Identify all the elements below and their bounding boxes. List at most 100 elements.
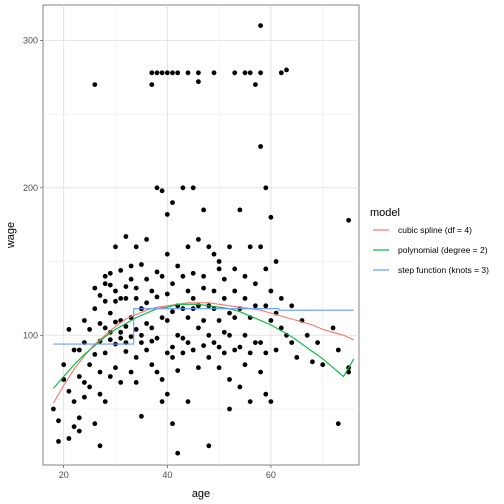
x-tick-label: 20 <box>59 470 69 480</box>
data-point <box>97 391 103 397</box>
data-point <box>56 439 61 444</box>
data-point <box>149 325 155 331</box>
data-point <box>289 340 295 345</box>
data-point <box>315 340 320 345</box>
data-point <box>175 332 181 338</box>
data-point <box>201 318 207 323</box>
data-point <box>242 273 248 279</box>
data-point <box>133 244 139 250</box>
data-point <box>107 270 113 276</box>
scatter-points <box>51 23 351 456</box>
data-point <box>154 335 160 341</box>
data-point <box>123 234 129 239</box>
data-point <box>128 334 134 340</box>
data-point <box>201 343 207 348</box>
data-point <box>242 332 248 338</box>
data-point <box>113 244 118 250</box>
data-point <box>144 300 150 306</box>
data-point <box>164 318 170 323</box>
legend-label: step function (knots = 3) <box>398 265 489 275</box>
y-tick-label: 100 <box>23 330 38 340</box>
data-point <box>149 82 155 87</box>
data-point <box>253 82 258 87</box>
data-point <box>330 325 336 331</box>
data-point <box>144 347 150 353</box>
data-point <box>216 344 222 350</box>
data-point <box>133 296 139 301</box>
data-point <box>170 281 175 287</box>
data-point <box>139 340 144 345</box>
data-point <box>196 365 201 371</box>
data-point <box>247 350 253 356</box>
data-point <box>92 421 98 427</box>
data-point <box>133 285 139 291</box>
data-point <box>66 436 72 441</box>
data-point <box>71 424 77 430</box>
data-point <box>113 365 118 371</box>
y-tick-label: 300 <box>23 35 38 45</box>
data-point <box>92 352 98 357</box>
data-point <box>211 288 217 294</box>
data-point <box>144 237 150 242</box>
data-point <box>201 273 207 279</box>
data-point <box>170 70 175 76</box>
data-point <box>247 70 253 76</box>
data-point <box>346 369 351 375</box>
data-point <box>320 362 326 368</box>
data-point <box>56 418 61 424</box>
data-point <box>82 380 87 385</box>
data-point <box>237 344 243 350</box>
x-axis-ticks: 20 40 60 <box>59 465 276 480</box>
data-point <box>232 288 238 294</box>
data-point <box>128 276 134 282</box>
data-point <box>216 259 222 264</box>
data-point <box>253 281 258 287</box>
data-point <box>206 355 212 360</box>
data-point <box>97 443 103 449</box>
data-point <box>102 325 108 331</box>
data-point <box>149 288 155 294</box>
plot-panel <box>42 4 360 466</box>
data-point <box>206 332 212 338</box>
data-point <box>102 273 108 279</box>
data-point <box>154 369 160 375</box>
data-point <box>170 355 175 360</box>
data-point <box>268 399 274 404</box>
data-point <box>278 325 284 331</box>
data-point <box>159 70 165 76</box>
data-point <box>216 365 222 371</box>
data-point <box>76 374 82 379</box>
data-point <box>253 303 258 309</box>
data-point <box>87 327 92 332</box>
data-point <box>185 340 191 345</box>
data-point <box>133 380 139 385</box>
data-point <box>159 188 165 194</box>
data-point <box>164 212 170 217</box>
data-point <box>170 309 175 315</box>
data-point <box>139 262 144 267</box>
data-point <box>227 406 232 412</box>
data-point <box>278 296 284 301</box>
data-point <box>201 285 207 291</box>
data-point <box>196 79 201 85</box>
data-point <box>180 350 186 356</box>
x-axis-title: age <box>192 488 210 500</box>
data-point <box>335 421 341 427</box>
data-point <box>263 266 269 272</box>
data-point <box>66 388 72 394</box>
data-point <box>139 332 144 338</box>
data-point <box>113 298 118 304</box>
data-point <box>206 244 212 250</box>
data-point <box>237 384 243 390</box>
data-point <box>164 350 170 356</box>
data-point <box>273 259 279 264</box>
data-point <box>273 347 279 353</box>
data-point <box>123 284 129 289</box>
series-line <box>52 303 355 389</box>
data-point <box>185 244 191 250</box>
data-point <box>123 296 129 301</box>
data-point <box>242 296 248 301</box>
data-point <box>128 369 134 375</box>
data-point <box>263 303 269 309</box>
